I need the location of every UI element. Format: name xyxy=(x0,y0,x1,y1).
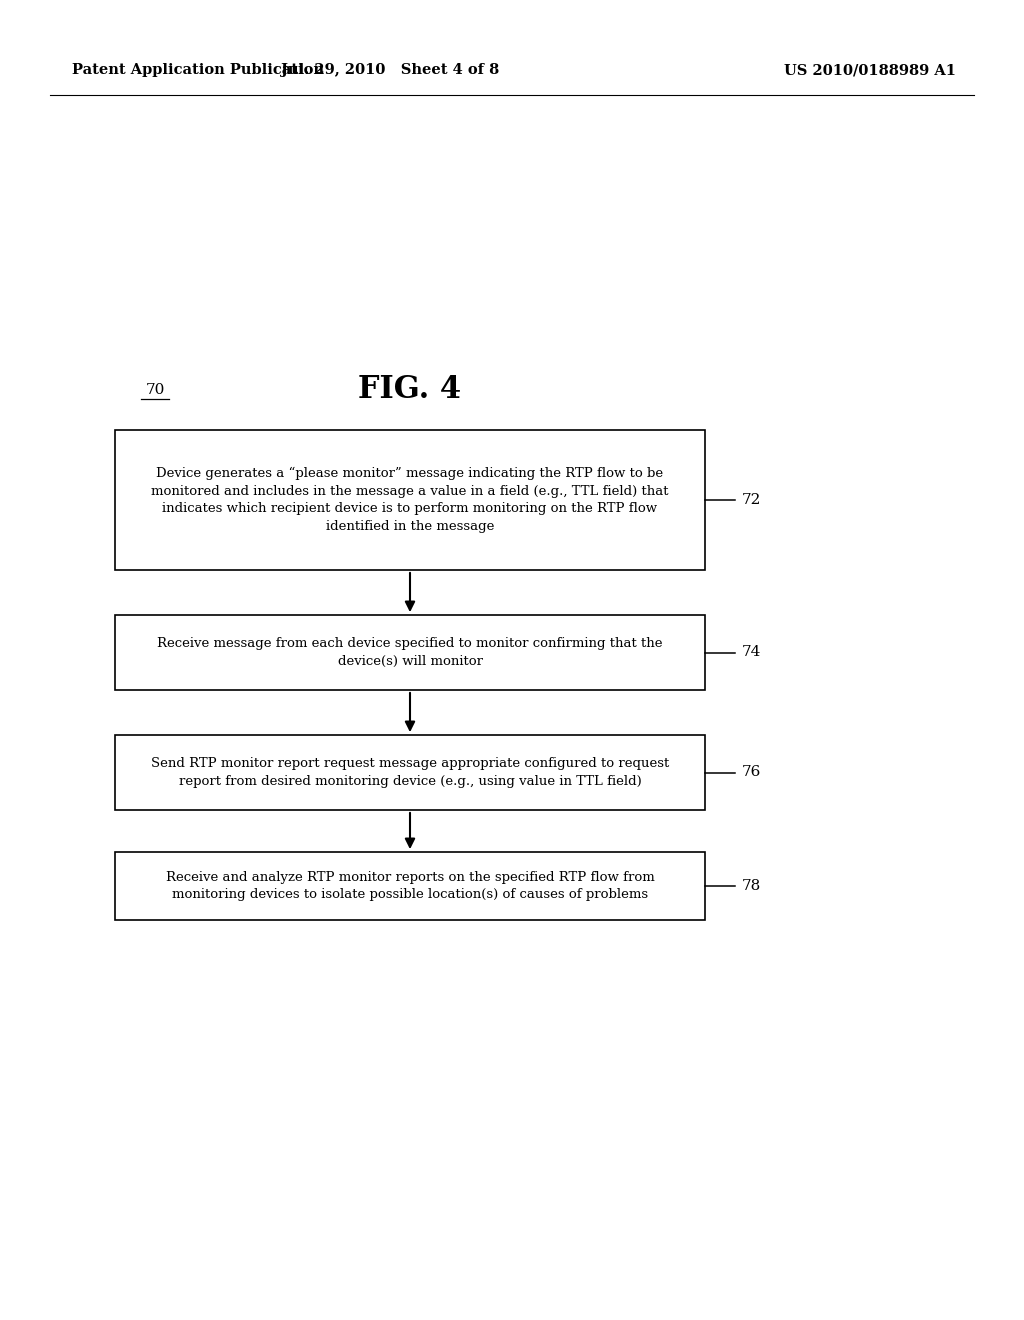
Text: Send RTP monitor report request message appropriate configured to request
report: Send RTP monitor report request message … xyxy=(151,758,669,788)
Text: Receive message from each device specified to monitor confirming that the
device: Receive message from each device specifi… xyxy=(158,638,663,668)
Text: Patent Application Publication: Patent Application Publication xyxy=(72,63,324,77)
Bar xyxy=(115,735,705,810)
Text: Jul. 29, 2010   Sheet 4 of 8: Jul. 29, 2010 Sheet 4 of 8 xyxy=(281,63,499,77)
Text: 72: 72 xyxy=(742,492,762,507)
Text: 78: 78 xyxy=(742,879,761,894)
Text: US 2010/0188989 A1: US 2010/0188989 A1 xyxy=(784,63,956,77)
Bar xyxy=(115,615,705,690)
Text: FIG. 4: FIG. 4 xyxy=(358,375,462,405)
Text: 74: 74 xyxy=(742,645,762,660)
Text: 76: 76 xyxy=(742,766,762,780)
Text: 70: 70 xyxy=(145,383,165,397)
Bar xyxy=(115,430,705,570)
Bar xyxy=(115,851,705,920)
Text: Device generates a “please monitor” message indicating the RTP flow to be
monito: Device generates a “please monitor” mess… xyxy=(152,467,669,533)
Text: Receive and analyze RTP monitor reports on the specified RTP flow from
monitorin: Receive and analyze RTP monitor reports … xyxy=(166,871,654,902)
